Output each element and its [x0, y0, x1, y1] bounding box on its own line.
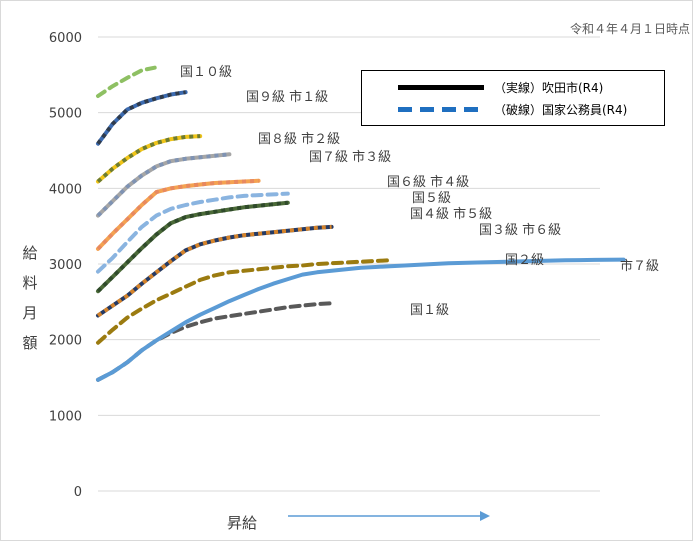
legend-label-city: （実線）吹田市(R4) — [494, 81, 604, 95]
y-tick-label: 4000 — [49, 182, 82, 197]
series-line-overlay — [96, 152, 230, 218]
series-label: 国２級 — [505, 253, 544, 268]
series-label: 国９級 市１級 — [246, 89, 328, 105]
series-label: 国５級 — [412, 191, 451, 206]
x-arrow-head-icon — [480, 511, 490, 521]
y-axis-label-char: 額 — [22, 334, 38, 352]
series-label: 国１級 — [410, 303, 449, 318]
x-axis-label: 昇給 — [227, 514, 258, 532]
y-axis-label-char: 月 — [22, 304, 38, 322]
series-line-overlay — [96, 90, 186, 145]
legend: （実線）吹田市(R4) （破線）国家公務員(R4) — [361, 70, 665, 126]
series-label: 国１０級 — [180, 65, 232, 80]
y-tick-label: 6000 — [49, 31, 82, 46]
series-label: 市７級 — [620, 258, 659, 274]
legend-item-city: （実線）吹田市(R4) — [362, 77, 664, 97]
series-line — [96, 90, 188, 146]
series-label: 国４級 市５級 — [410, 206, 492, 222]
series-label: 国３級 市６級 — [479, 222, 561, 238]
series-line-overlay — [96, 200, 289, 293]
series-line — [96, 65, 159, 98]
series-line-overlay — [96, 224, 332, 318]
series-line — [96, 258, 392, 345]
series-line — [96, 257, 626, 382]
legend-label-national: （破線）国家公務員(R4) — [494, 103, 628, 117]
series-label: 国７級 市３級 — [309, 149, 391, 165]
y-tick-label: 3000 — [49, 258, 82, 273]
y-axis-label: 給 料 月 額 — [21, 238, 39, 358]
series-line — [96, 191, 290, 274]
y-axis-label-char: 給 — [22, 244, 38, 262]
y-tick-label: 5000 — [49, 107, 82, 122]
y-tick-label: 1000 — [49, 409, 82, 424]
series-line — [96, 178, 261, 251]
series-line — [96, 224, 334, 318]
legend-dashed-line-swatch — [398, 107, 484, 112]
y-tick-label: 2000 — [49, 334, 82, 349]
date-note: 令和４年４月１日時点 — [569, 22, 690, 36]
series-label: 国６級 市４級 — [387, 174, 469, 190]
y-tick-label: 0 — [74, 485, 82, 500]
y-axis-label-char: 料 — [22, 274, 38, 292]
series-line-overlay — [96, 134, 201, 184]
legend-item-national: （破線）国家公務員(R4) — [362, 99, 664, 119]
legend-solid-line-swatch — [398, 85, 484, 90]
series-label: 国８級 市２級 — [258, 131, 340, 147]
